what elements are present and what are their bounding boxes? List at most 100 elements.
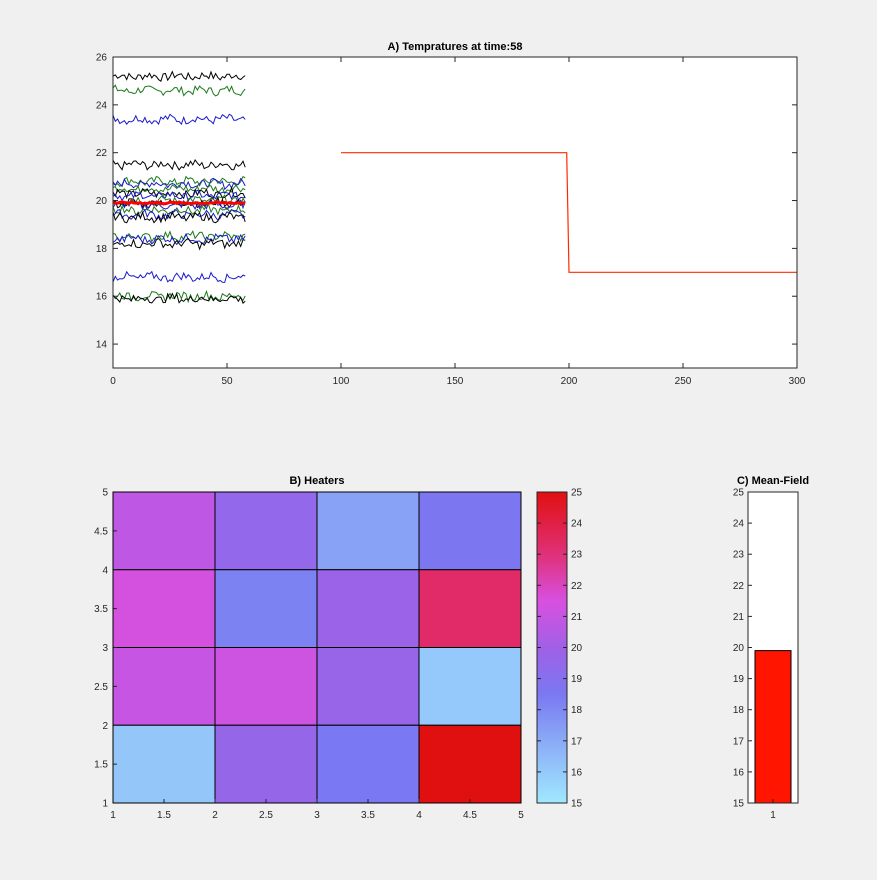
sensor-trace-17 — [113, 232, 246, 246]
heater-cell-r1-c4 — [418, 491, 522, 571]
panel-a-axes-background — [113, 57, 797, 368]
mean-temperature-trace — [113, 200, 246, 206]
y-tick-label: 15 — [733, 799, 745, 810]
x-tick-label: 1 — [110, 810, 116, 821]
heater-cell-r4-c4 — [418, 724, 522, 804]
y-tick-label: 25 — [733, 488, 745, 499]
sensor-trace-6 — [113, 177, 246, 191]
y-tick-label: 4.5 — [94, 526, 108, 537]
heater-cell-r3-c4 — [418, 647, 522, 726]
y-tick-label: 23 — [733, 550, 745, 561]
x-tick-label: 50 — [221, 376, 233, 387]
y-tick-label: 24 — [96, 100, 108, 111]
y-tick-label: 24 — [733, 519, 745, 530]
x-tick-label: 250 — [675, 376, 692, 387]
y-tick-label: 3 — [102, 643, 108, 654]
x-tick-label: 4.5 — [463, 810, 477, 821]
x-tick-label: 2.5 — [259, 810, 273, 821]
heater-cell-r1-c1 — [112, 491, 216, 571]
heater-cell-r4-c2 — [214, 724, 318, 804]
heater-cell-r3-c1 — [112, 647, 216, 726]
y-tick-label: 17 — [733, 736, 745, 747]
sensor-trace-15 — [113, 210, 246, 224]
sensor-trace-2 — [113, 84, 246, 97]
sensor-trace-18 — [113, 237, 246, 251]
x-tick-label: 2 — [212, 810, 218, 821]
colorbar-tick-label: 20 — [571, 643, 583, 654]
setpoint-line — [341, 152, 797, 273]
y-tick-label: 26 — [96, 53, 108, 64]
sensor-trace-9 — [113, 189, 246, 202]
colorbar-tick-label: 24 — [571, 519, 583, 530]
y-tick-label: 2 — [102, 721, 108, 732]
x-tick-label: 5 — [518, 810, 524, 821]
heater-cell-r1-c3 — [316, 491, 420, 571]
x-tick-label: 1.5 — [157, 810, 171, 821]
colorbar-tick-label: 16 — [571, 767, 583, 778]
sensor-trace-19 — [113, 270, 246, 283]
heater-cell-r2-c4 — [418, 569, 522, 648]
colorbar-tick-label: 25 — [571, 488, 583, 499]
panel-a-line-chart: 0 50 100 150 200 250 300 14 16 18 20 22 24 26 A) Temp… — [96, 41, 806, 387]
heater-cell-r2-c3 — [316, 569, 420, 648]
colorbar-tick-label: 18 — [571, 705, 583, 716]
y-tick-label: 21 — [733, 612, 745, 623]
x-tick-label: 3 — [314, 810, 320, 821]
x-tick-label: 100 — [333, 376, 350, 387]
x-tick-label: 150 — [447, 376, 464, 387]
mean-field-bar — [754, 650, 792, 804]
y-tick-label: 1.5 — [94, 760, 108, 771]
colorbar-tick-label: 21 — [571, 612, 583, 623]
panel-a-axes-box — [112, 56, 798, 369]
colorbar — [536, 491, 568, 804]
heater-cell-r2-c2 — [214, 569, 318, 648]
panel-b-axes-box — [112, 491, 522, 804]
panel-c-title: C) Mean-Field — [737, 475, 809, 487]
y-tick-label: 18 — [96, 244, 108, 255]
y-tick-label: 22 — [733, 581, 745, 592]
panel-c-bar-chart: 15 16 17 18 19 20 21 22 23 24 25 1 C) Mean-Field — [733, 475, 809, 821]
heater-cell-r3-c3 — [316, 647, 420, 726]
colorbar-tick-label: 19 — [571, 674, 583, 685]
colorbar-tick-label: 22 — [571, 581, 583, 592]
panel-b-title: B) Heaters — [289, 475, 344, 487]
y-tick-label: 5 — [102, 488, 108, 499]
x-tick-label: 4 — [416, 810, 422, 821]
y-tick-label: 16 — [733, 767, 745, 778]
y-tick-label: 16 — [96, 292, 108, 303]
y-tick-label: 14 — [96, 340, 108, 351]
sensor-trace-1 — [113, 70, 246, 82]
sensor-trace-4 — [113, 159, 246, 171]
y-tick-label: 22 — [96, 148, 108, 159]
sensor-trace-3 — [113, 113, 246, 126]
panel-a-title: A) Tempratures at time:58 — [388, 41, 523, 53]
y-tick-label: 20 — [96, 196, 108, 207]
y-tick-label: 4 — [102, 565, 108, 576]
y-tick-label: 3.5 — [94, 604, 108, 615]
heater-cell-r1-c2 — [214, 491, 318, 571]
sensor-trace-21 — [113, 292, 246, 304]
colorbar-tick-label: 15 — [571, 799, 583, 810]
panel-b-heatmap: 1 1.5 2 2.5 3 3.5 4 4.5 5 1 1.5 2 2.5 3 3.5 4 4.5 5 B) He… — [94, 475, 582, 821]
y-tick-label: 20 — [733, 643, 745, 654]
sensor-trace-5 — [113, 175, 246, 187]
colorbar-tick-label: 17 — [571, 736, 583, 747]
heater-cell-r2-c1 — [112, 569, 216, 648]
y-tick-label: 2.5 — [94, 682, 108, 693]
x-tick-label: 1 — [770, 810, 776, 821]
sensor-trace-13 — [113, 204, 246, 216]
x-tick-label: 200 — [561, 376, 578, 387]
colorbar-tick-label: 23 — [571, 550, 583, 561]
sensor-trace-7 — [113, 184, 246, 195]
heater-cell-r4-c1 — [112, 724, 216, 804]
x-tick-label: 3.5 — [361, 810, 375, 821]
y-tick-label: 18 — [733, 705, 745, 716]
y-tick-label: 19 — [733, 674, 745, 685]
x-tick-label: 0 — [110, 376, 116, 387]
heater-cell-r4-c3 — [316, 724, 420, 804]
heater-cell-r3-c2 — [214, 647, 318, 726]
y-tick-label: 1 — [102, 799, 108, 810]
panel-c-axes-box — [747, 491, 799, 804]
x-tick-label: 300 — [789, 376, 806, 387]
